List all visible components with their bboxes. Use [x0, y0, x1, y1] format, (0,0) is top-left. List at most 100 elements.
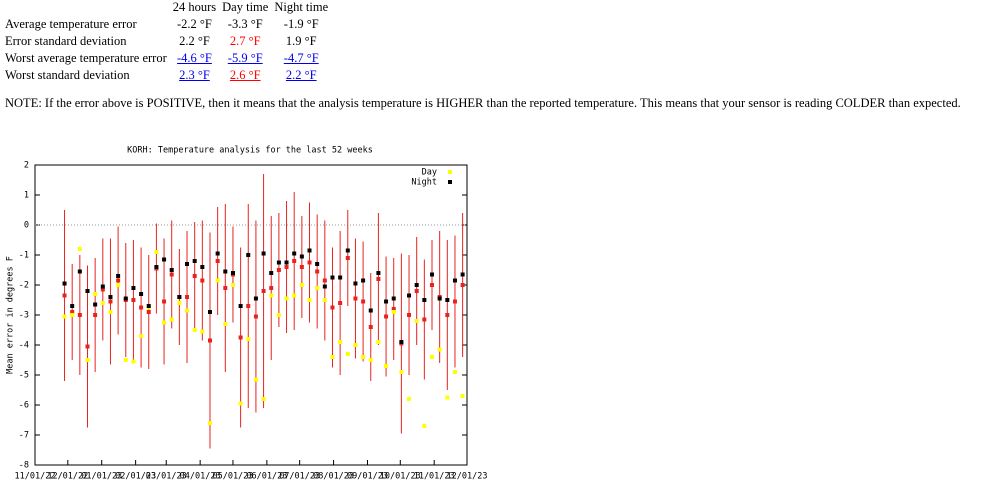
- point: [62, 281, 67, 286]
- point: [376, 277, 381, 281]
- point: [146, 310, 151, 314]
- cell-link[interactable]: 2.3 °F: [179, 68, 210, 82]
- point: [192, 328, 197, 332]
- point: [139, 334, 144, 338]
- point: [322, 278, 327, 283]
- point: [452, 278, 457, 283]
- cell-link[interactable]: -4.6 °F: [177, 51, 212, 65]
- point: [123, 296, 128, 301]
- point: [284, 260, 289, 265]
- y-tick-label: 2: [24, 161, 29, 171]
- point: [108, 310, 113, 314]
- point: [246, 304, 251, 308]
- point: [399, 370, 404, 374]
- point: [131, 359, 136, 364]
- point: [284, 296, 289, 301]
- cell: -5.9 °F: [219, 50, 271, 67]
- y-axis-label: Mean error in degrees F: [6, 256, 16, 374]
- point: [246, 253, 251, 257]
- point: [192, 274, 197, 278]
- point: [307, 298, 312, 302]
- point: [384, 364, 389, 368]
- cell: 2.3 °F: [170, 67, 219, 84]
- point: [368, 325, 373, 329]
- table-row: Worst standard deviation 2.3 °F 2.6 °F 2.2 …: [2, 67, 331, 84]
- legend-label: Day: [422, 168, 437, 178]
- point: [384, 314, 389, 319]
- point: [70, 304, 75, 308]
- cell-link[interactable]: -4.7 °F: [283, 51, 319, 65]
- point: [207, 338, 212, 343]
- cell: 2.7 °F: [219, 33, 271, 50]
- point: [391, 307, 396, 311]
- point: [284, 265, 289, 269]
- x-tick-label: 05/01/23: [212, 472, 253, 482]
- point: [361, 299, 366, 304]
- point: [100, 287, 105, 292]
- point: [116, 283, 121, 287]
- point: [353, 343, 358, 347]
- point: [353, 281, 358, 286]
- point: [185, 308, 190, 313]
- point: [238, 304, 243, 308]
- cell-link[interactable]: 2.2 °F: [285, 68, 317, 82]
- point: [407, 313, 412, 317]
- point: [207, 421, 212, 425]
- cell-link[interactable]: -5.9 °F: [227, 51, 263, 65]
- point: [93, 302, 98, 307]
- point: [93, 313, 98, 317]
- cell-link[interactable]: 2.6 °F: [229, 68, 261, 82]
- point: [85, 358, 90, 362]
- cell-value: -1.9 °F: [283, 17, 319, 31]
- x-tick-label: 11/01/23: [414, 472, 455, 482]
- point: [70, 310, 75, 314]
- point: [108, 299, 113, 304]
- point: [384, 299, 389, 304]
- point: [430, 355, 435, 359]
- y-tick-label: -8: [19, 461, 29, 471]
- x-tick-label: 10/01/23: [380, 472, 421, 482]
- y-tick-label: -5: [19, 371, 29, 381]
- point: [299, 283, 304, 287]
- x-tick-label: 02/01/23: [115, 472, 156, 482]
- point: [460, 394, 465, 398]
- point: [207, 310, 212, 314]
- point: [215, 259, 220, 263]
- point: [223, 286, 228, 290]
- point: [430, 272, 435, 277]
- cell-value: 1.9 °F: [285, 34, 317, 48]
- cell-value: -2.2 °F: [177, 17, 212, 31]
- point: [62, 314, 67, 319]
- header-row: 24 hours Day time Night time: [2, 0, 331, 16]
- point: [85, 344, 90, 349]
- point: [338, 340, 343, 344]
- point: [338, 275, 343, 280]
- point: [399, 340, 404, 344]
- point: [185, 295, 190, 299]
- x-tick-label: 04/01/23: [180, 472, 221, 482]
- point: [70, 313, 75, 317]
- cell-value: 2.7 °F: [229, 34, 261, 48]
- legend-swatch: [448, 180, 452, 184]
- point: [292, 251, 297, 256]
- column-header: Day time: [222, 0, 269, 14]
- table-row: Worst average temperature error -4.6 °F -5…: [2, 50, 331, 67]
- plot-border: [34, 164, 468, 466]
- point: [223, 269, 228, 274]
- point: [177, 301, 182, 305]
- point: [376, 340, 381, 344]
- point: [422, 317, 427, 322]
- point: [414, 283, 419, 287]
- y-tick-label: -2: [19, 281, 29, 291]
- point: [345, 352, 350, 356]
- point: [330, 305, 335, 310]
- point: [230, 271, 235, 275]
- point: [315, 262, 320, 266]
- point: [223, 322, 228, 326]
- point: [154, 250, 159, 254]
- point: [261, 289, 266, 293]
- point: [108, 295, 113, 299]
- point: [162, 299, 167, 304]
- point: [62, 293, 67, 298]
- point: [100, 301, 105, 305]
